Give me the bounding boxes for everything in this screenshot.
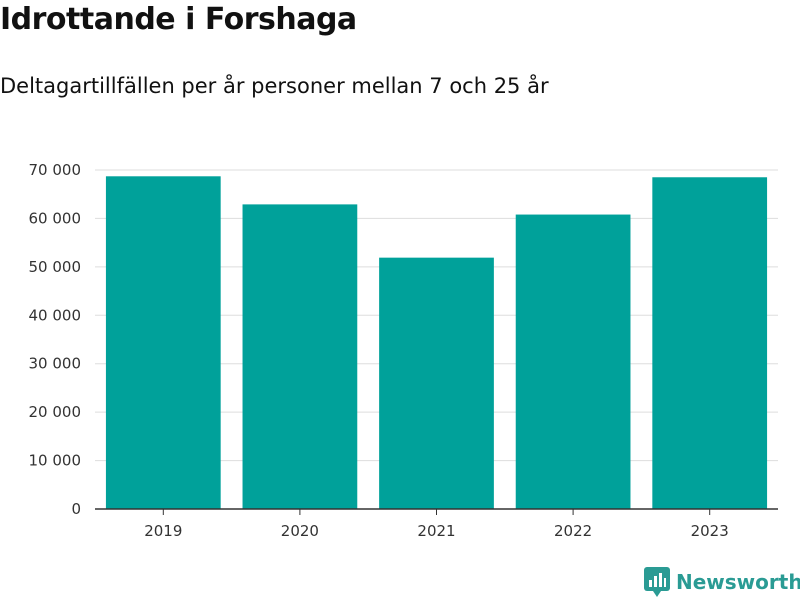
y-tick-label: 40 000 (29, 306, 82, 324)
y-tick-label: 0 (71, 500, 81, 518)
x-tick-label: 2019 (144, 522, 182, 540)
brand-logo: Newsworthy (644, 567, 800, 597)
brand-name: Newsworthy (676, 570, 800, 594)
y-tick-label: 70 000 (29, 161, 82, 179)
bar-2020 (242, 204, 358, 510)
axes: 0 10 000 20 000 30 000 40 000 50 000 60 000 70 … (29, 161, 778, 540)
bar-2022 (515, 214, 631, 509)
chart-subtitle: Deltagartillfällen per år personer mella… (0, 74, 549, 98)
x-tick-label: 2020 (281, 522, 319, 540)
y-tick-label: 60 000 (29, 209, 82, 227)
newsworthy-logo-icon (644, 567, 670, 597)
y-tick-label: 50 000 (29, 258, 82, 276)
y-tick-label: 20 000 (29, 403, 82, 421)
x-tick-label: 2021 (417, 522, 455, 540)
bar-chart: 0 10 000 20 000 30 000 40 000 50 000 60 000 70 … (29, 161, 778, 540)
bar-2019 (105, 176, 221, 509)
bar-2023 (652, 177, 768, 509)
chart-title: Idrottande i Forshaga (0, 2, 357, 37)
bars (105, 176, 768, 510)
y-tick-label: 10 000 (29, 452, 82, 470)
x-tick-label: 2022 (554, 522, 592, 540)
bar-2021 (379, 257, 494, 509)
y-tick-label: 30 000 (29, 355, 82, 373)
x-tick-label: 2023 (691, 522, 729, 540)
